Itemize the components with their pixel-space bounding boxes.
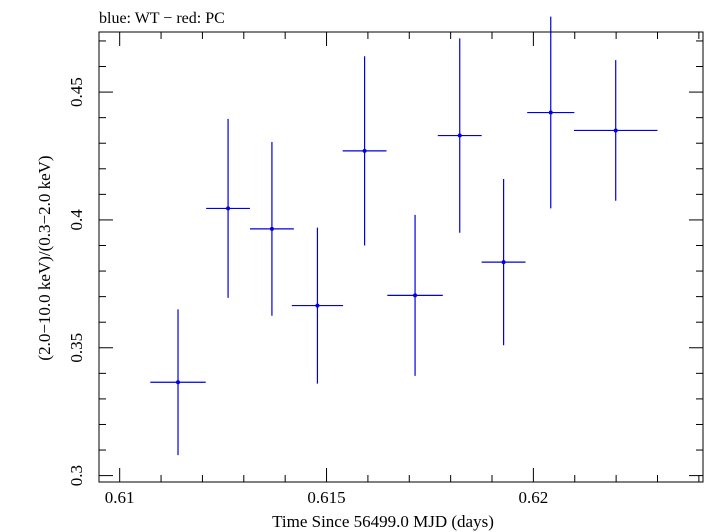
point-marker — [226, 206, 231, 211]
y-tick-label: 0.4 — [67, 209, 86, 231]
point-marker — [362, 148, 367, 153]
x-tick-label: 0.62 — [519, 488, 549, 507]
y-tick-label: 0.35 — [67, 333, 86, 363]
chart-title: blue: WT − red: PC — [99, 10, 225, 27]
data-point — [573, 60, 658, 201]
point-marker — [269, 226, 274, 231]
data-point — [206, 118, 250, 298]
data-point — [437, 38, 482, 233]
tick-labels: 0.61 0.615 0.62 0.3 0.35 0.4 0.45 — [67, 77, 548, 507]
data-point — [250, 141, 294, 316]
y-axis-label: (2.0−10.0 keV)/(0.3−2.0 keV) — [35, 155, 54, 360]
y-tick-label: 0.3 — [67, 465, 86, 486]
x-axis-label: Time Since 56499.0 MJD (days) — [272, 512, 494, 531]
x-tick-label: 0.61 — [105, 488, 135, 507]
data-point — [150, 309, 206, 456]
point-marker — [176, 380, 181, 385]
point-marker — [413, 293, 418, 298]
data-point — [342, 56, 387, 246]
data-point — [481, 179, 526, 346]
data-point — [387, 214, 443, 376]
y-tick-label: 0.45 — [67, 77, 86, 107]
point-marker — [501, 260, 506, 265]
data-point — [291, 227, 344, 384]
point-marker — [548, 110, 553, 115]
data-point — [527, 16, 575, 209]
point-marker — [613, 128, 618, 133]
axis-ticks — [99, 32, 703, 482]
x-tick-label: 0.615 — [307, 488, 345, 507]
data-series — [150, 16, 658, 456]
plot-frame — [98, 31, 704, 483]
point-marker — [457, 133, 462, 138]
point-marker — [315, 303, 320, 308]
